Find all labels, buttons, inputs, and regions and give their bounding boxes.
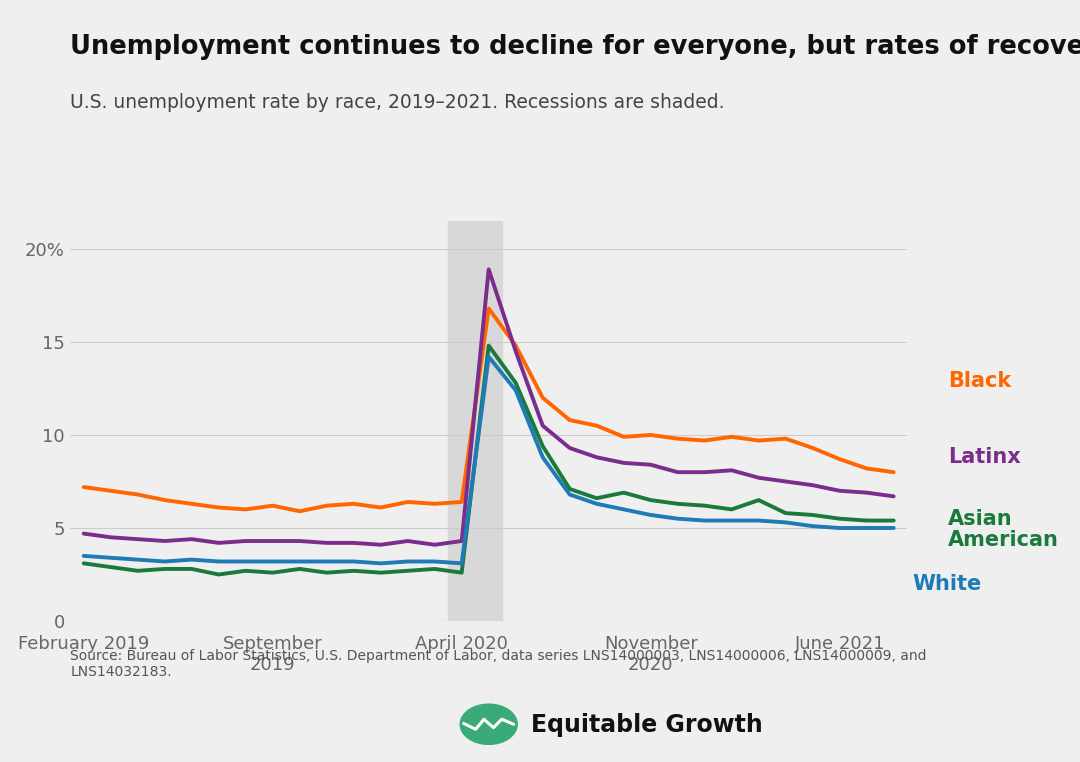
Bar: [448, 221, 502, 621]
Text: Equitable Growth: Equitable Growth: [531, 712, 764, 737]
Text: Latinx: Latinx: [948, 447, 1021, 467]
Text: Unemployment continues to decline for everyone, but rates of recovery differ: Unemployment continues to decline for ev…: [70, 34, 1080, 60]
Text: U.S. unemployment rate by race, 2019–2021. Recessions are shaded.: U.S. unemployment rate by race, 2019–202…: [70, 93, 725, 112]
Circle shape: [460, 704, 517, 744]
Text: Source: Bureau of Labor Statistics, U.S. Department of Labor, data series LNS140: Source: Bureau of Labor Statistics, U.S.…: [70, 649, 927, 680]
Text: White: White: [913, 575, 982, 594]
Text: Black: Black: [948, 371, 1012, 391]
Text: Asian
American: Asian American: [948, 509, 1059, 550]
